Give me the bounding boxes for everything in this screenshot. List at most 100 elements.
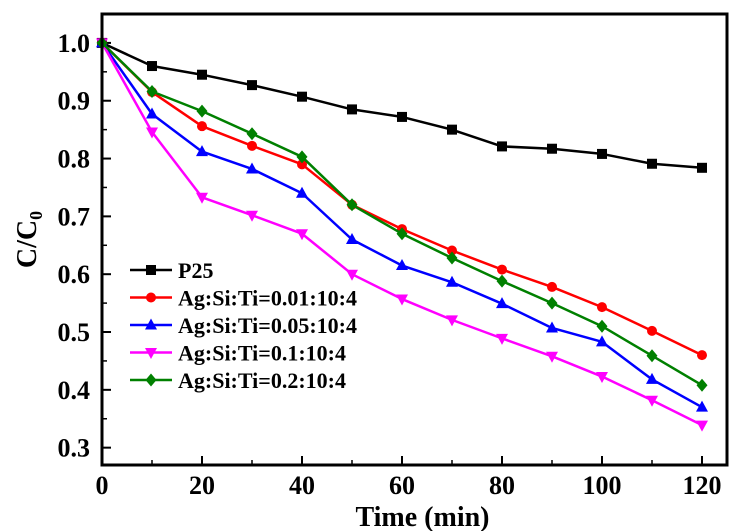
y-tick-label: 0.4 [58,376,91,405]
data-point [647,158,657,169]
series-0 [97,37,707,173]
legend-marker [145,373,157,387]
data-point [646,372,658,384]
y-tick-label: 1.0 [58,29,91,58]
y-tick-label: 0.8 [58,145,91,174]
legend-label: Ag:Si:Ti=0.01:10:4 [178,286,357,311]
data-point [347,104,357,115]
data-point [247,80,257,91]
x-tick-label: 60 [389,471,415,500]
data-point [397,111,407,122]
series-2 [96,36,708,412]
x-tick-label: 20 [189,471,215,500]
data-point [446,315,458,327]
legend: P25 Ag:Si:Ti=0.01:10:4Ag:Si:Ti=0.05:10:4 A… [130,258,357,393]
data-point [446,275,458,287]
data-point [646,349,658,363]
data-point [146,107,158,119]
data-point [396,259,408,271]
data-point [346,198,358,212]
data-point [647,325,657,336]
data-point [146,127,158,139]
data-point [496,274,508,288]
data-point [447,245,457,256]
y-axis-title-subscript: 0 [26,211,46,220]
data-point [496,297,508,309]
legend-item: Ag:Si:Ti=0.2:10:4 [130,368,346,393]
data-point [546,321,558,333]
data-point [547,143,557,154]
legend-marker [146,292,156,303]
data-point [396,294,408,306]
data-point [497,141,507,152]
y-tick-label: 0.9 [58,87,91,116]
legend-marker [145,318,157,330]
y-axis-title: C/C0 [12,211,46,268]
legend-item: Ag:Si:Ti=0.05:10:4 [130,313,357,338]
x-tick-label: 100 [583,471,622,500]
legend-marker [146,265,156,275]
data-point [696,420,708,432]
data-point [496,333,508,345]
legend-item: Ag:Si:Ti=0.01:10:4 [130,286,357,311]
x-tick-label: 40 [289,471,315,500]
data-point [597,148,607,159]
data-point [296,150,308,164]
y-tick-label: 0.5 [58,318,91,347]
x-axis-title: Time (min) [355,502,489,531]
y-tick-label: 0.3 [58,434,91,463]
data-point [547,281,557,292]
data-point [596,372,608,384]
x-tick-label: 120 [683,471,722,500]
data-point [196,104,208,118]
data-point [696,378,708,392]
data-point [246,127,258,141]
data-point [297,91,307,102]
x-tick-label: 80 [489,471,515,500]
data-point [697,162,707,173]
data-point [396,227,408,241]
data-point [697,350,707,361]
legend-label: Ag:Si:Ti=0.05:10:4 [178,313,357,338]
data-point [596,319,608,333]
series-3 [96,38,708,432]
data-point [546,351,558,363]
data-point [246,210,258,222]
series-line [101,41,703,170]
plot-frame [100,12,729,467]
series-layer [96,36,708,432]
data-point [146,84,158,98]
legend-marker [145,348,157,359]
y-tick-label: 0.6 [58,260,91,289]
tick-labels: 0 20 40 60 80 100 120 0.3 0.4 0.5 0.6 0.7 0.8 0.9 1.0 [58,29,722,500]
data-point [696,400,708,412]
x-tick-label: 0 [96,471,109,500]
y-axis-title-main: C/C [12,220,43,268]
data-point [596,335,608,347]
data-point [197,69,207,80]
data-point [147,61,157,72]
data-point [297,159,307,170]
legend-label: P25 [178,258,213,283]
data-point [346,269,358,281]
data-point [497,264,507,275]
data-point [597,302,607,313]
data-point [196,145,208,157]
data-point [446,251,458,265]
data-point [247,140,257,151]
data-point [646,395,658,407]
data-point [546,296,558,310]
y-tick-label: 0.7 [58,202,91,231]
data-point [196,192,208,204]
series-1 [97,37,707,361]
data-point [346,233,358,244]
series-4 [96,36,708,392]
data-point [246,162,258,174]
data-point [296,229,308,241]
legend-item: P25 [130,258,213,283]
data-point [197,121,207,132]
legend-label: Ag:Si:Ti=0.2:10:4 [178,368,346,393]
data-point [447,124,457,135]
legend-item: Ag:Si:Ti=0.1:10:4 [130,341,346,366]
